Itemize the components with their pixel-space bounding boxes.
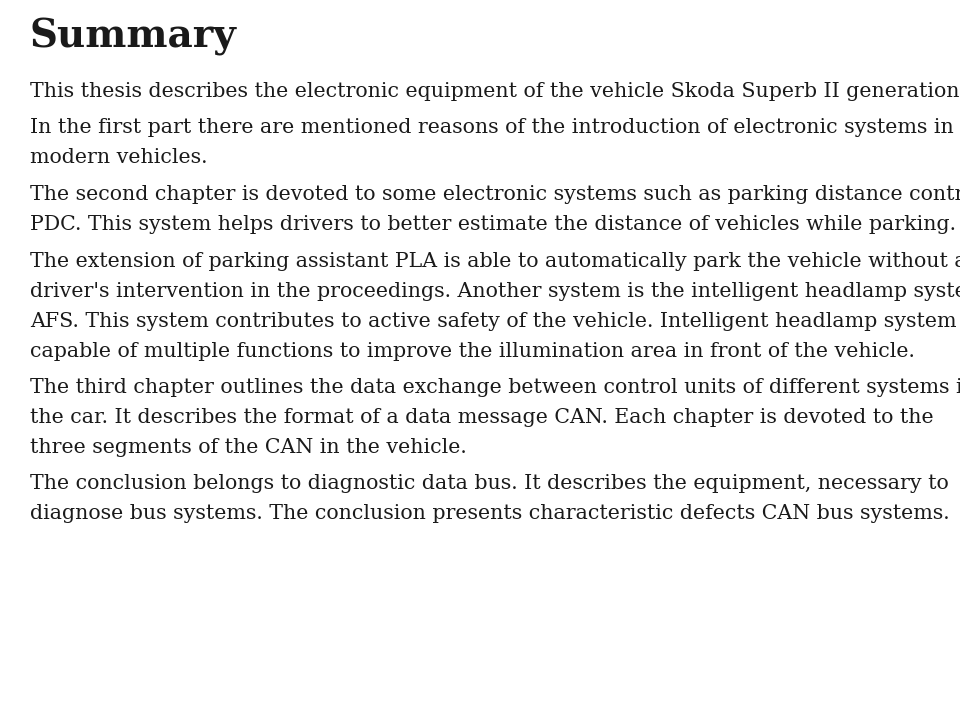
- Text: PDC. This system helps drivers to better estimate the distance of vehicles while: PDC. This system helps drivers to better…: [30, 215, 956, 234]
- Text: This thesis describes the electronic equipment of the vehicle Skoda Superb II ge: This thesis describes the electronic equ…: [30, 82, 960, 101]
- Text: The second chapter is devoted to some electronic systems such as parking distanc: The second chapter is devoted to some el…: [30, 185, 960, 204]
- Text: the car. It describes the format of a data message CAN. Each chapter is devoted : the car. It describes the format of a da…: [30, 408, 934, 427]
- Text: three segments of the CAN in the vehicle.: three segments of the CAN in the vehicle…: [30, 438, 467, 457]
- Text: In the first part there are mentioned reasons of the introduction of electronic : In the first part there are mentioned re…: [30, 118, 953, 137]
- Text: driver's intervention in the proceedings. Another system is the intelligent head: driver's intervention in the proceedings…: [30, 282, 960, 301]
- Text: The third chapter outlines the data exchange between control units of different : The third chapter outlines the data exch…: [30, 378, 960, 397]
- Text: diagnose bus systems. The conclusion presents characteristic defects CAN bus sys: diagnose bus systems. The conclusion pre…: [30, 504, 949, 523]
- Text: AFS. This system contributes to active safety of the vehicle. Intelligent headla: AFS. This system contributes to active s…: [30, 312, 960, 331]
- Text: The extension of parking assistant PLA is able to automatically park the vehicle: The extension of parking assistant PLA i…: [30, 252, 960, 271]
- Text: Summary: Summary: [30, 18, 237, 56]
- Text: modern vehicles.: modern vehicles.: [30, 148, 207, 167]
- Text: The conclusion belongs to diagnostic data bus. It describes the equipment, neces: The conclusion belongs to diagnostic dat…: [30, 474, 948, 493]
- Text: capable of multiple functions to improve the illumination area in front of the v: capable of multiple functions to improve…: [30, 342, 915, 361]
